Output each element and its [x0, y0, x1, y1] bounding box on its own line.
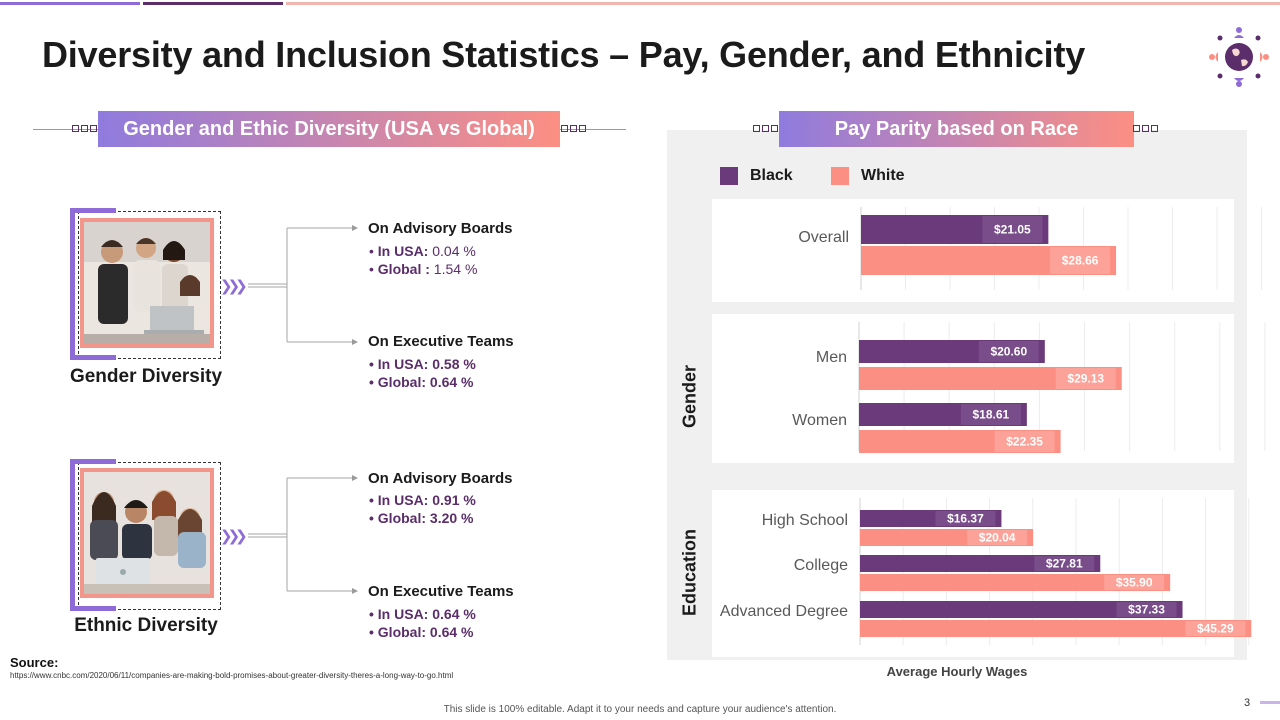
category-label: Overall	[798, 229, 849, 246]
photo-accent-left	[70, 208, 75, 360]
data-label-bg-white	[967, 530, 1028, 545]
data-label-black: $21.05	[994, 223, 1031, 237]
gender-executive-usa: • In USA: 0.58 %	[369, 356, 476, 372]
legend-black: Black	[720, 167, 793, 185]
data-label-bg-white	[1050, 247, 1111, 274]
right-banner-squares-left	[753, 125, 778, 132]
left-section-banner: Gender and Ethic Diversity (USA vs Globa…	[98, 111, 560, 147]
data-label-white: $22.35	[1006, 435, 1043, 449]
legend-white: White	[831, 167, 905, 185]
ethnic-chevron-arrows: ❯❯❯	[220, 528, 248, 545]
legend-black-swatch	[720, 167, 738, 185]
ethnic-advisory-global: • Global: 3.20 %	[369, 510, 474, 526]
group-label-gender: Gender	[679, 364, 700, 429]
page-number: 3	[1244, 697, 1251, 709]
data-label-bg-black	[960, 404, 1021, 425]
bar-black	[860, 601, 1183, 618]
data-label-bg-white	[1185, 621, 1246, 636]
connector-lines	[248, 225, 358, 594]
gender-diversity-caption: Gender Diversity	[69, 366, 223, 387]
data-label-bg-black	[1034, 556, 1095, 571]
data-label-bg-black	[978, 341, 1039, 362]
category-label: Men	[816, 349, 847, 366]
page-title: Diversity and Inclusion Statistics – Pay…	[42, 34, 1086, 75]
data-label-black: $20.60	[990, 345, 1027, 359]
right-banner-squares-right	[1133, 125, 1158, 132]
photo-accent-left	[70, 459, 75, 611]
photo-accent-top	[70, 208, 116, 213]
photo-accent-bottom	[70, 606, 116, 611]
data-label-bg-black	[982, 216, 1043, 243]
data-label-bg-white	[994, 431, 1055, 452]
gender-photo	[80, 218, 214, 348]
gender-executive-global: • Global: 0.64 %	[369, 374, 474, 390]
ethnic-diversity-photo-block	[70, 459, 222, 611]
data-label-white: $45.29	[1197, 622, 1234, 636]
top-accent-line-1	[0, 2, 140, 5]
ethnic-advisory-usa: • In USA: 0.91 %	[369, 492, 476, 508]
legend-white-label: White	[861, 167, 905, 184]
data-label-bg-black	[1116, 602, 1177, 617]
data-label-bg-white	[1055, 368, 1116, 389]
category-label: High School	[762, 512, 848, 529]
group-laptop-image	[84, 472, 210, 594]
ethnic-executive-heading: On Executive Teams	[368, 583, 514, 600]
right-section-banner: Pay Parity based on Race	[779, 111, 1134, 147]
page-number-bar	[1260, 701, 1280, 704]
data-label-black: $16.37	[947, 512, 984, 526]
ethnic-executive-global: • Global: 0.64 %	[369, 624, 474, 640]
left-section-banner-text: Gender and Ethic Diversity (USA vs Globa…	[123, 117, 535, 140]
photo-accent-bottom	[70, 355, 116, 360]
globe-people-icon	[1209, 27, 1269, 87]
data-label-black: $27.81	[1046, 557, 1083, 571]
gender-advisory-usa: • In USA: 0.04 %	[369, 243, 476, 259]
data-label-white: $20.04	[979, 531, 1016, 545]
legend-white-swatch	[831, 167, 849, 185]
category-label: College	[794, 557, 848, 574]
right-section-banner-text: Pay Parity based on Race	[834, 117, 1079, 140]
group-label-education: Education	[679, 529, 700, 617]
gender-executive-heading: On Executive Teams	[368, 333, 514, 350]
ethnic-executive-usa: • In USA: 0.64 %	[369, 606, 476, 622]
top-accent-line-3	[286, 2, 1280, 5]
source-link[interactable]: https://www.cnbc.com/2020/06/11/companie…	[10, 671, 454, 680]
data-label-white: $28.66	[1062, 254, 1099, 268]
gender-advisory-global: • Global : 1.54 %	[369, 261, 478, 277]
source-label: Source:	[10, 655, 59, 670]
left-banner-squares-right	[561, 125, 586, 132]
gender-advisory-heading: On Advisory Boards	[368, 220, 513, 237]
category-label: Women	[792, 412, 847, 429]
photo-dashed-frame	[78, 211, 221, 359]
bar-white	[860, 620, 1252, 637]
top-accent-line-2	[143, 2, 283, 5]
photo-dashed-frame	[78, 462, 221, 610]
x-axis-label: Average Hourly Wages	[886, 664, 1028, 679]
legend-black-label: Black	[750, 167, 793, 184]
photo-accent-top	[70, 459, 116, 464]
data-label-white: $35.90	[1116, 576, 1153, 590]
ethnic-advisory-heading: On Advisory Boards	[368, 470, 513, 487]
data-label-bg-white	[1104, 575, 1165, 590]
ethnic-diversity-caption: Ethnic Diversity	[74, 615, 218, 636]
gender-chevron-arrows: ❯❯❯	[220, 278, 248, 295]
data-label-black: $37.33	[1128, 603, 1165, 617]
data-label-black: $18.61	[973, 408, 1010, 422]
data-label-white: $29.13	[1067, 372, 1104, 386]
bar-white	[860, 574, 1171, 591]
gender-diversity-photo-block	[70, 208, 222, 360]
team-meeting-image	[84, 222, 210, 344]
category-label: Advanced Degree	[720, 603, 848, 620]
left-banner-squares-left	[72, 125, 97, 132]
footer-note: This slide is 100% editable. Adapt it to…	[443, 704, 837, 715]
data-label-bg-black	[935, 511, 996, 526]
ethnic-photo	[80, 468, 214, 598]
